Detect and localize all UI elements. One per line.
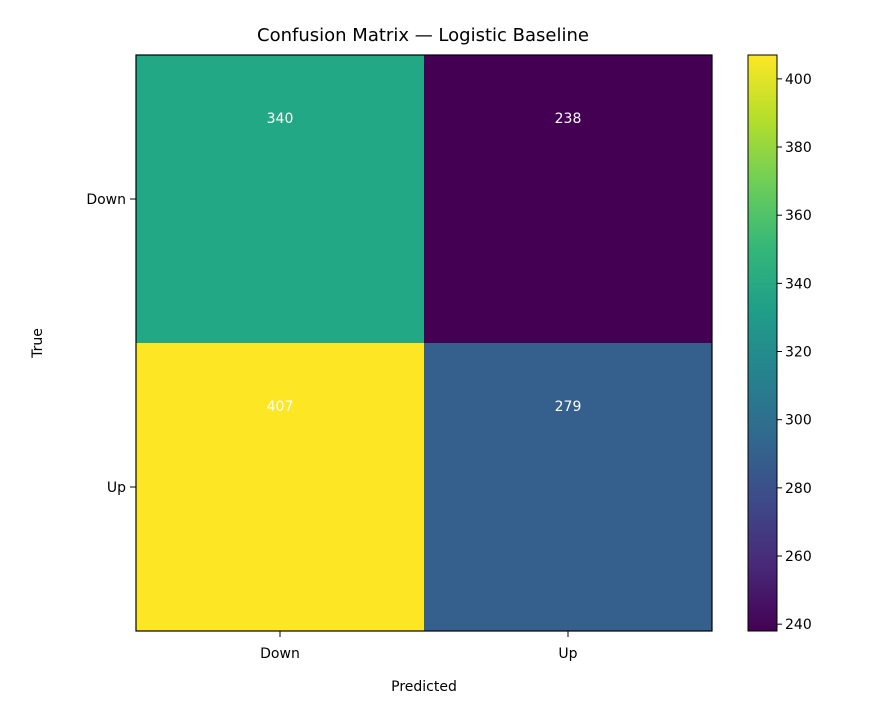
colorbar-tick-label: 340 [785,276,812,292]
cell-value-label: 407 [267,399,294,415]
colorbar-tick-label: 360 [785,208,812,224]
colorbar-tick-label: 380 [785,140,812,156]
heatmap-cell [424,343,712,631]
y-tick-label: Up [107,480,126,496]
heatmap-cell [136,55,424,343]
heatmap-cells [136,55,712,631]
y-axis-label: True [30,328,46,359]
y-tick-label: Down [86,192,126,208]
x-axis-ticks: Down Up [260,631,578,662]
cell-labels: 340 238 407 279 [267,111,582,415]
colorbar [747,54,778,632]
colorbar-tick-label: 320 [785,345,812,361]
colorbar-tick-label: 240 [785,617,812,633]
colorbar-tick-label: 300 [785,413,812,429]
plot-frame [135,54,713,632]
colorbar-tick-label: 400 [785,72,812,88]
cell-value-label: 238 [555,111,582,127]
chart-title: Confusion Matrix — Logistic Baseline [257,25,589,46]
x-tick-label: Down [260,646,300,662]
heatmap-cell [136,343,424,631]
colorbar-tick-label: 260 [785,549,812,565]
cell-value-label: 340 [267,111,294,127]
y-axis-ticks: Down Up [86,192,136,496]
colorbar-tick-label: 280 [785,481,812,497]
x-tick-label: Up [558,646,577,662]
cell-value-label: 279 [555,399,582,415]
x-axis-label: Predicted [391,679,457,695]
colorbar-ticks: 240 260 280 300 320 340 360 380 400 [777,72,812,633]
heatmap-cell [424,55,712,343]
